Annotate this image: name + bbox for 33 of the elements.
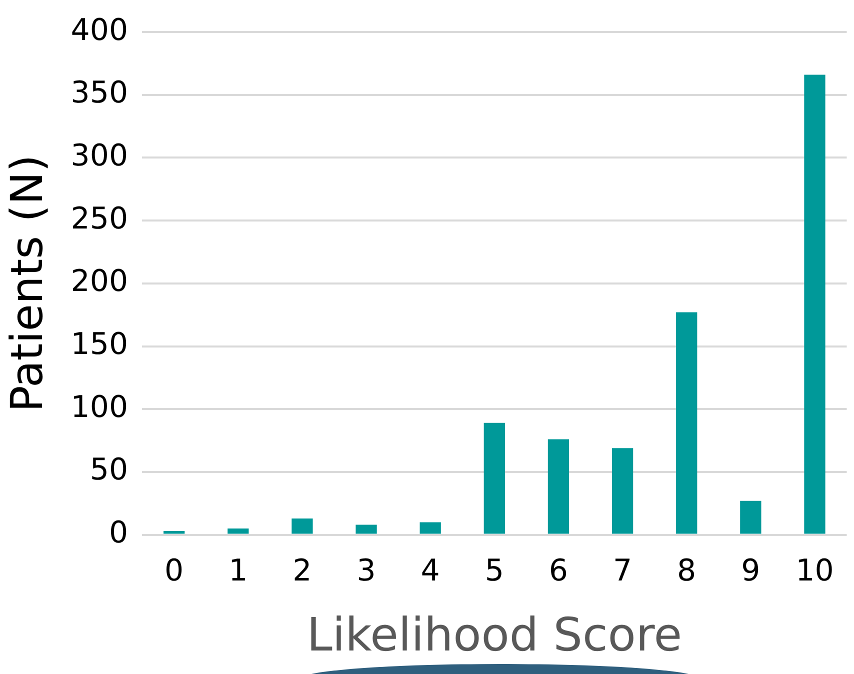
x-tick-label: 6 [548, 554, 568, 589]
x-tick-label: 1 [228, 554, 248, 589]
bar [356, 524, 377, 534]
x-tick-label: 3 [356, 554, 376, 589]
y-tick-label: 350 [70, 76, 128, 111]
bar [804, 74, 826, 534]
y-tick-label: 150 [70, 327, 128, 362]
x-tick-label: 4 [420, 554, 440, 589]
y-tick-label: 200 [70, 264, 128, 300]
bar [676, 312, 698, 534]
y-tick-label: 50 [90, 452, 128, 488]
bar [548, 439, 570, 534]
bar [484, 422, 505, 534]
bar [612, 448, 634, 534]
bar [292, 518, 313, 534]
y-tick-label: 100 [70, 390, 128, 425]
bar [164, 531, 185, 534]
x-tick-label: 2 [292, 554, 312, 589]
y-tick-label: 300 [70, 138, 128, 174]
y-tick-label: 400 [70, 12, 128, 48]
x-tick-label: 8 [677, 554, 696, 589]
bar [740, 500, 762, 534]
x-tick-label: 10 [796, 554, 834, 589]
y-tick-label: 0 [108, 516, 128, 551]
y-axis-title: Patients (N) [2, 154, 53, 412]
bar [228, 528, 249, 534]
bar [420, 522, 441, 534]
x-axis-title: Likelihood Score [306, 607, 682, 662]
y-tick-label: 250 [70, 201, 128, 236]
x-tick-label: 9 [741, 554, 760, 589]
x-tick-label: 5 [484, 554, 504, 589]
x-tick-label: 7 [612, 554, 632, 589]
x-tick-label: 0 [164, 554, 184, 589]
